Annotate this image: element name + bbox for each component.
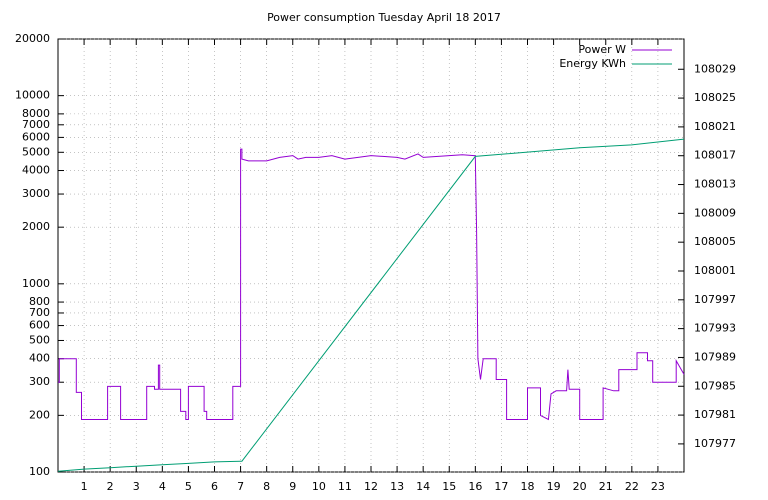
legend-label: Power W (578, 43, 626, 56)
y-tick-label: 300 (29, 375, 50, 388)
y-tick-label: 600 (29, 319, 50, 332)
y-tick-label: 500 (29, 333, 50, 346)
x-tick-label: 23 (651, 480, 665, 493)
x-tick-label: 10 (312, 480, 326, 493)
y-tick-label: 8000 (22, 107, 50, 120)
y-tick-label: 200 (29, 408, 50, 421)
y2-tick-label: 108013 (694, 178, 736, 191)
x-tick-label: 7 (237, 480, 244, 493)
x-tick-label: 11 (338, 480, 352, 493)
x-tick-label: 1 (81, 480, 88, 493)
y2-tick-label: 108001 (694, 264, 736, 277)
y-tick-label: 20000 (15, 32, 50, 45)
y-tick-label: 700 (29, 306, 50, 319)
y-tick-label: 6000 (22, 130, 50, 143)
x-tick-label: 15 (442, 480, 456, 493)
x-tick-label: 8 (263, 480, 270, 493)
y2-tick-label: 108005 (694, 235, 736, 248)
x-tick-label: 2 (107, 480, 114, 493)
x-tick-label: 13 (390, 480, 404, 493)
y-tick-label: 100 (29, 465, 50, 478)
x-tick-label: 3 (133, 480, 140, 493)
y2-tick-label: 108025 (694, 91, 736, 104)
legend-label: Energy KWh (559, 57, 626, 70)
y-tick-label: 2000 (22, 220, 50, 233)
series-line (57, 138, 685, 472)
x-tick-label: 6 (211, 480, 218, 493)
series-line (58, 148, 685, 421)
y2-tick-label: 108009 (694, 206, 736, 219)
y-tick-label: 10000 (15, 89, 50, 102)
y-tick-label: 7000 (22, 118, 50, 131)
chart-title: Power consumption Tuesday April 18 2017 (267, 11, 501, 24)
x-tick-label: 17 (494, 480, 508, 493)
x-tick-label: 12 (364, 480, 378, 493)
x-tick-label: 5 (185, 480, 192, 493)
y2-tick-label: 108029 (694, 62, 736, 75)
x-tick-label: 18 (521, 480, 535, 493)
x-tick-label: 19 (547, 480, 561, 493)
x-tick-label: 9 (289, 480, 296, 493)
y2-tick-label: 108017 (694, 149, 736, 162)
x-tick-label: 14 (416, 480, 430, 493)
x-tick-label: 22 (625, 480, 639, 493)
y2-tick-label: 107993 (694, 322, 736, 335)
y2-tick-label: 107989 (694, 350, 736, 363)
y-tick-label: 4000 (22, 164, 50, 177)
x-tick-label: 20 (573, 480, 587, 493)
y-tick-label: 3000 (22, 187, 50, 200)
y-tick-label: 1000 (22, 277, 50, 290)
y-tick-label: 400 (29, 352, 50, 365)
y2-tick-label: 107981 (694, 408, 736, 421)
y2-tick-label: 107977 (694, 437, 736, 450)
x-tick-label: 4 (159, 480, 166, 493)
y-tick-label: 800 (29, 295, 50, 308)
x-tick-label: 21 (599, 480, 613, 493)
x-tick-label: 16 (468, 480, 482, 493)
y2-tick-label: 108021 (694, 120, 736, 133)
y2-tick-label: 107997 (694, 293, 736, 306)
y2-tick-label: 107985 (694, 379, 736, 392)
y-tick-label: 5000 (22, 145, 50, 158)
